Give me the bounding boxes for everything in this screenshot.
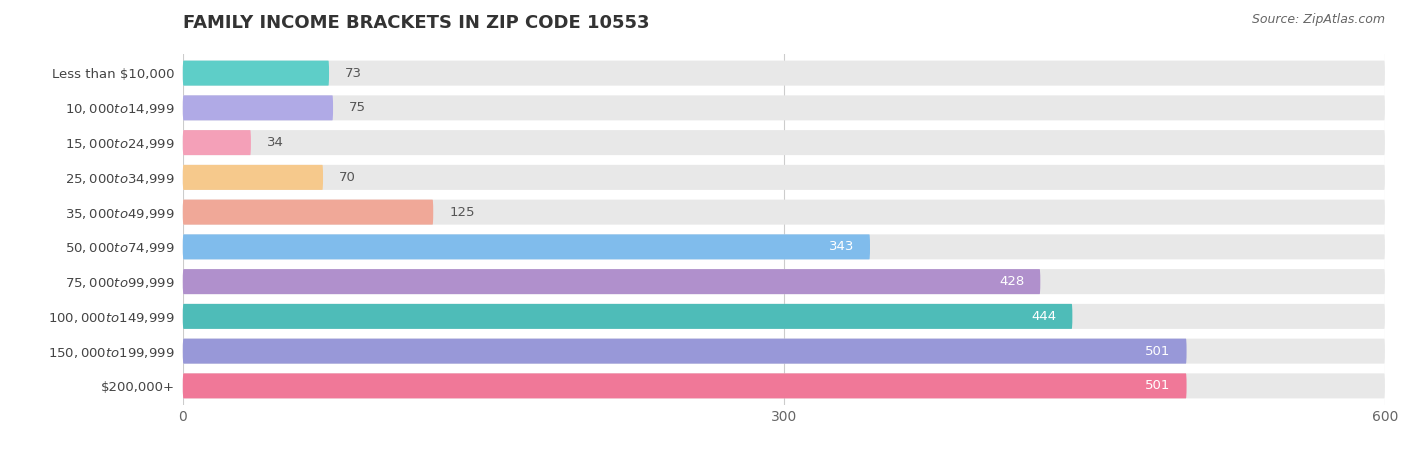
Text: 34: 34	[267, 136, 284, 149]
FancyBboxPatch shape	[183, 95, 1385, 121]
Text: 501: 501	[1144, 379, 1171, 392]
Text: 501: 501	[1144, 345, 1171, 358]
Text: 343: 343	[828, 240, 853, 253]
Text: 75: 75	[349, 101, 366, 114]
FancyBboxPatch shape	[183, 304, 1385, 329]
FancyBboxPatch shape	[183, 338, 1385, 364]
FancyBboxPatch shape	[183, 200, 1385, 225]
Text: 70: 70	[339, 171, 356, 184]
Text: 125: 125	[450, 206, 475, 219]
FancyBboxPatch shape	[183, 130, 250, 155]
FancyBboxPatch shape	[183, 234, 1385, 259]
FancyBboxPatch shape	[183, 338, 1187, 364]
FancyBboxPatch shape	[183, 165, 1385, 190]
FancyBboxPatch shape	[183, 200, 433, 225]
Text: Source: ZipAtlas.com: Source: ZipAtlas.com	[1251, 14, 1385, 27]
Text: 73: 73	[344, 67, 363, 80]
FancyBboxPatch shape	[183, 234, 870, 259]
FancyBboxPatch shape	[183, 95, 333, 121]
FancyBboxPatch shape	[183, 269, 1385, 294]
FancyBboxPatch shape	[183, 374, 1385, 398]
FancyBboxPatch shape	[183, 304, 1073, 329]
Text: 428: 428	[1000, 275, 1025, 288]
FancyBboxPatch shape	[183, 130, 1385, 155]
FancyBboxPatch shape	[183, 269, 1040, 294]
FancyBboxPatch shape	[183, 61, 1385, 86]
FancyBboxPatch shape	[183, 61, 329, 86]
Text: 444: 444	[1031, 310, 1056, 323]
Text: FAMILY INCOME BRACKETS IN ZIP CODE 10553: FAMILY INCOME BRACKETS IN ZIP CODE 10553	[183, 14, 650, 32]
FancyBboxPatch shape	[183, 374, 1187, 398]
FancyBboxPatch shape	[183, 165, 323, 190]
